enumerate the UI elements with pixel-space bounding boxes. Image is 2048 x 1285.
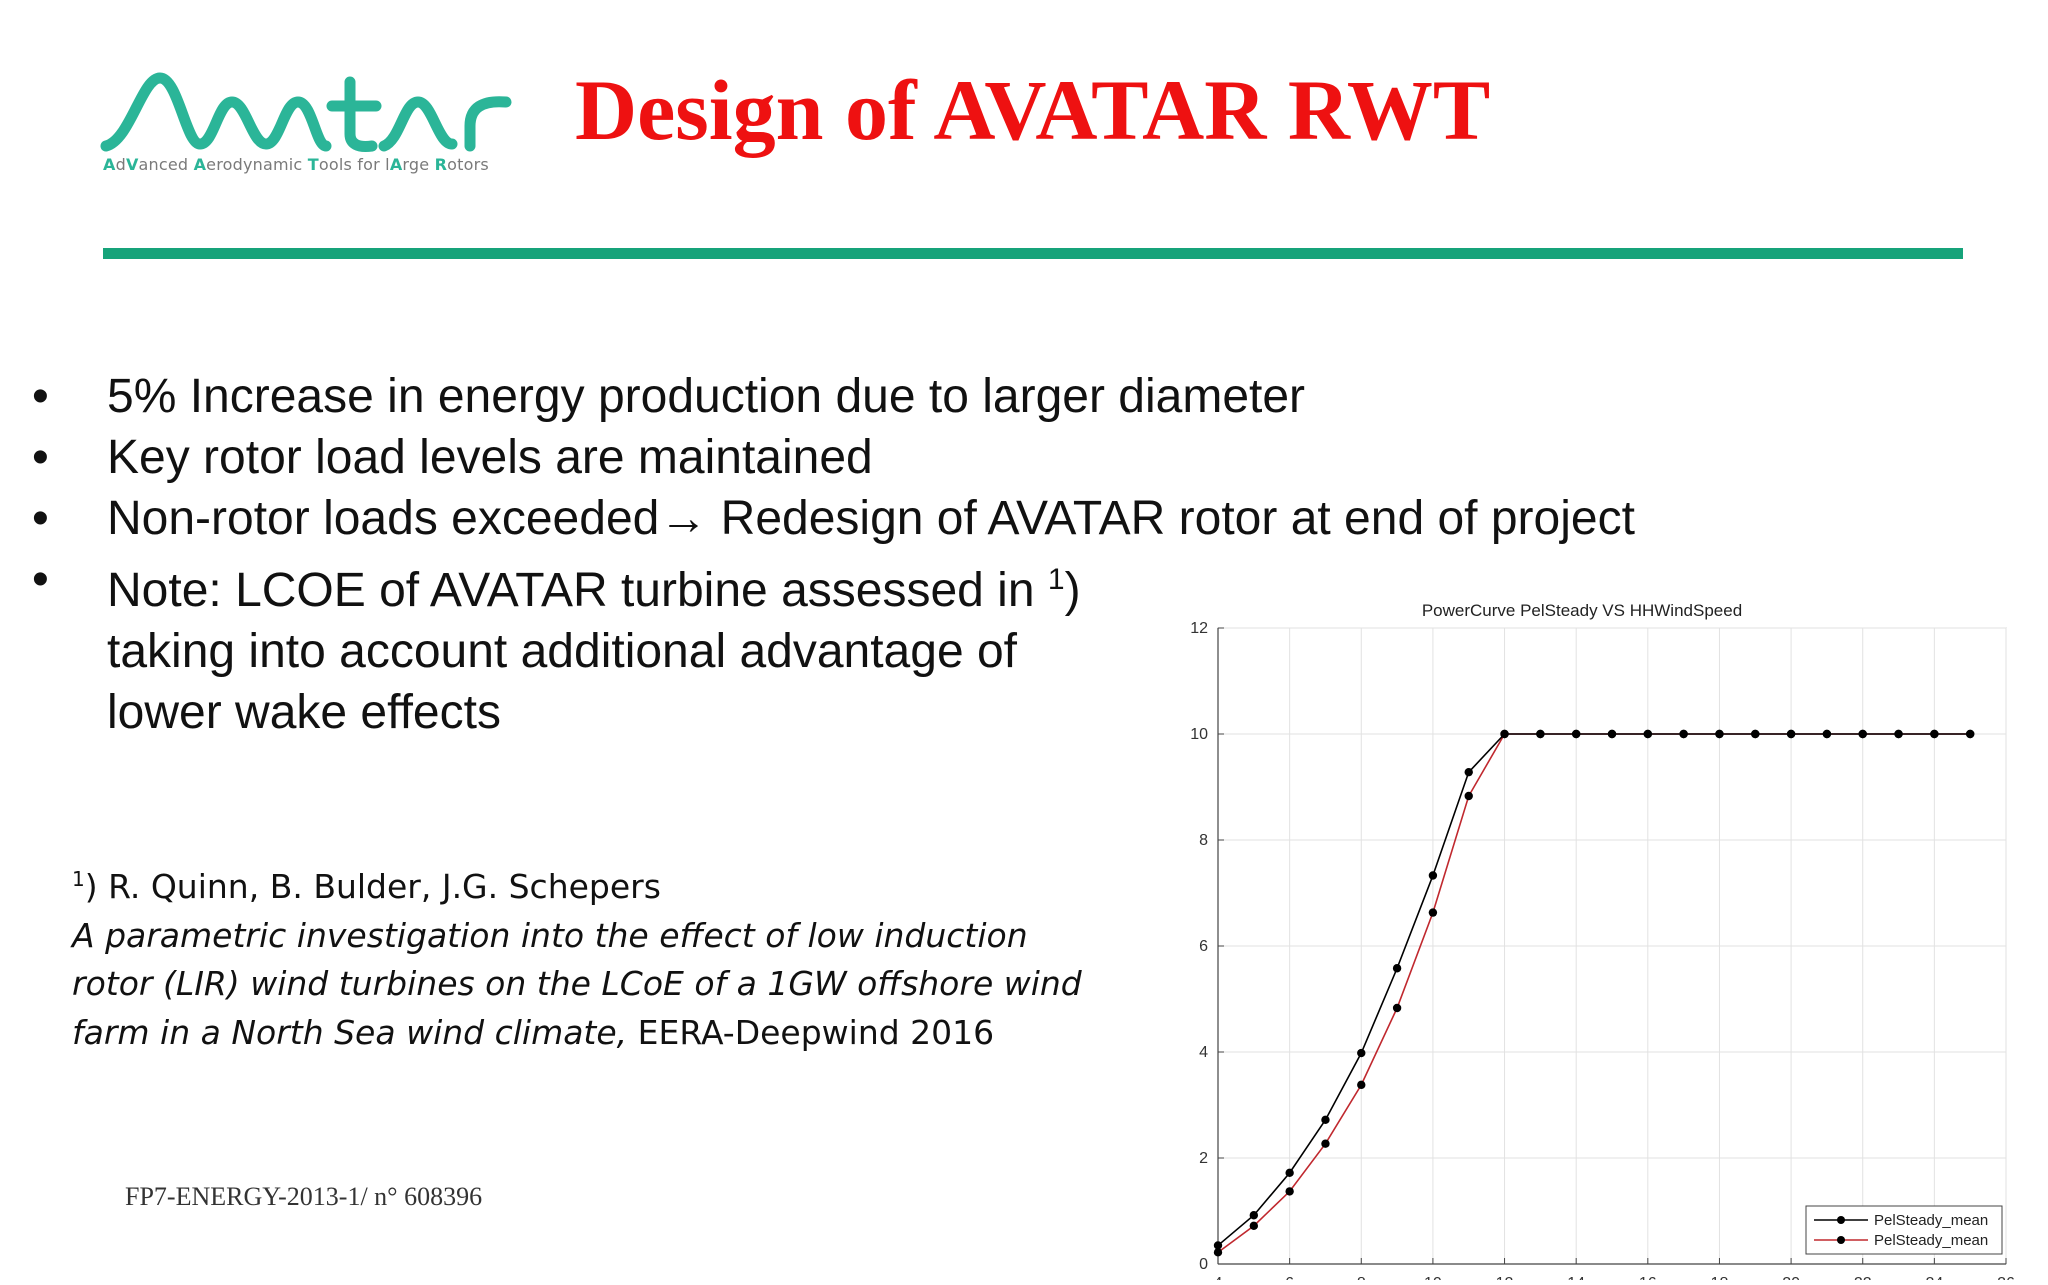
bullet-symbol: • xyxy=(32,431,49,484)
tagline-text: otors xyxy=(447,155,489,174)
reference-authors: ) R. Quinn, B. Bulder, J.G. Schepers xyxy=(84,867,661,906)
title-divider xyxy=(103,248,1963,259)
data-point xyxy=(1786,729,1796,739)
x-tick-label: 22 xyxy=(1854,1275,1872,1280)
data-point xyxy=(1213,1241,1223,1250)
footnote-marker: 1 xyxy=(1047,563,1065,596)
series-line xyxy=(1217,733,1971,1247)
data-point xyxy=(1213,1248,1223,1257)
data-point xyxy=(1357,1048,1366,1058)
x-tick-label: 26 xyxy=(1997,1275,2015,1280)
reference-venue: EERA-Deepwind 2016 xyxy=(627,1012,995,1052)
y-tick-label: 6 xyxy=(1199,938,1208,955)
grant-footer: FP7-ENERGY-2013-1/ n° 608396 xyxy=(125,1182,483,1211)
tagline-text: anced xyxy=(138,155,194,174)
data-point xyxy=(1428,908,1438,917)
data-point xyxy=(1965,729,1975,739)
tagline-text: d xyxy=(115,155,126,174)
tagline-highlight: A xyxy=(193,155,207,174)
legend-label: PelSteady_mean xyxy=(1874,1212,1988,1229)
data-point xyxy=(1822,729,1832,739)
data-point xyxy=(1464,791,1473,801)
bullet-symbol: • xyxy=(32,492,49,545)
y-tick-label: 12 xyxy=(1190,620,1208,637)
data-point xyxy=(1536,729,1545,739)
legend-swatch-marker xyxy=(1837,1216,1845,1224)
data-point xyxy=(1571,729,1581,739)
bullet-text: Key rotor load levels are maintained xyxy=(107,431,873,484)
x-tick-label: 14 xyxy=(1567,1275,1585,1280)
data-point xyxy=(1751,729,1760,739)
data-point xyxy=(1285,1168,1294,1178)
x-tick-label: 10 xyxy=(1424,1275,1442,1280)
tagline-highlight: V xyxy=(125,155,139,174)
y-tick-label: 2 xyxy=(1199,1150,1208,1167)
y-tick-label: 0 xyxy=(1199,1256,1208,1273)
data-point xyxy=(1285,1187,1294,1196)
data-point xyxy=(1715,729,1724,739)
tagline-text: ools for l xyxy=(318,155,390,174)
tagline-highlight: A xyxy=(103,155,116,174)
bullet-text: Non-rotor loads exceeded→ Redesign of AV… xyxy=(107,492,1635,545)
data-point xyxy=(1321,1115,1330,1125)
reference-citation: A parametric investigation into the effe… xyxy=(72,915,1082,1052)
reference-marker: 1 xyxy=(72,867,85,891)
legend-label: PelSteady_mean xyxy=(1874,1232,1988,1249)
bullet-text: 5% Increase in energy production due to … xyxy=(107,370,1306,423)
bullet-list: • 5% Increase in energy production due t… xyxy=(0,366,1800,743)
tagline-text: rge xyxy=(402,155,435,174)
chart-svg: 468101214161820222426024681012PowerCurve… xyxy=(1190,601,2015,1285)
avatar-wordmark-graphic xyxy=(100,72,512,152)
data-point xyxy=(1428,871,1438,880)
x-tick-label: 16 xyxy=(1639,1275,1657,1280)
x-tick-label: 12 xyxy=(1496,1275,1514,1280)
reference-note: 1) R. Quinn, B. Bulder, J.G. Schepers A … xyxy=(72,855,1112,1057)
tagline-text: erodynamic xyxy=(206,155,308,174)
legend-swatch-marker xyxy=(1837,1236,1845,1244)
x-tick-label: 6 xyxy=(1285,1275,1294,1280)
data-point xyxy=(1357,1080,1366,1090)
legend-box xyxy=(1805,1205,2003,1255)
data-point xyxy=(1321,1139,1330,1148)
logo-tagline: AdVanced Aerodynamic Tools for lArge Rot… xyxy=(103,155,489,174)
data-point xyxy=(1249,1211,1259,1220)
data-point xyxy=(1392,964,1402,973)
slide-title: Design of AVATAR RWT xyxy=(575,62,1491,158)
data-point xyxy=(1607,729,1617,739)
chart-title: PowerCurve PelSteady VS HHWindSpeed xyxy=(1422,601,1742,620)
bullet-item: • 5% Increase in energy production due t… xyxy=(0,366,1800,427)
bullet-item: • Note: LCOE of AVATAR turbine assessed … xyxy=(0,549,1800,743)
power-curve-chart: 468101214161820222426024681012PowerCurve… xyxy=(1160,596,2020,1285)
data-point xyxy=(1930,729,1939,739)
bullet-symbol: • xyxy=(32,553,49,606)
tagline-highlight: T xyxy=(307,155,319,174)
data-point xyxy=(1858,729,1867,739)
data-point xyxy=(1679,729,1688,739)
x-tick-label: 4 xyxy=(1214,1275,1223,1280)
data-point xyxy=(1500,729,1509,739)
x-tick-label: 20 xyxy=(1782,1275,1800,1280)
bullet-text-end: ) taking into account additional advanta… xyxy=(107,564,1081,739)
x-tick-label: 24 xyxy=(1925,1275,1943,1280)
bullet-item: • Non-rotor loads exceeded→ Redesign of … xyxy=(0,488,1800,549)
y-tick-label: 4 xyxy=(1199,1044,1208,1061)
bullet-text: Note: LCOE of AVATAR turbine assessed in… xyxy=(107,549,1107,743)
data-point xyxy=(1894,729,1903,739)
data-point xyxy=(1392,1003,1402,1013)
y-tick-label: 8 xyxy=(1199,832,1208,849)
bullet-text-start: Note: LCOE of AVATAR turbine assessed in xyxy=(107,564,1048,617)
bullet-item: • Key rotor load levels are maintained xyxy=(0,427,1800,488)
data-point xyxy=(1464,767,1473,777)
tagline-highlight: A xyxy=(389,155,403,174)
x-tick-label: 18 xyxy=(1711,1275,1729,1280)
y-tick-label: 10 xyxy=(1190,726,1208,743)
data-point xyxy=(1643,729,1653,739)
data-point xyxy=(1249,1221,1259,1231)
avatar-logo xyxy=(100,70,520,180)
bullet-symbol: • xyxy=(32,370,49,423)
x-tick-label: 8 xyxy=(1357,1275,1366,1280)
tagline-highlight: R xyxy=(434,155,448,174)
